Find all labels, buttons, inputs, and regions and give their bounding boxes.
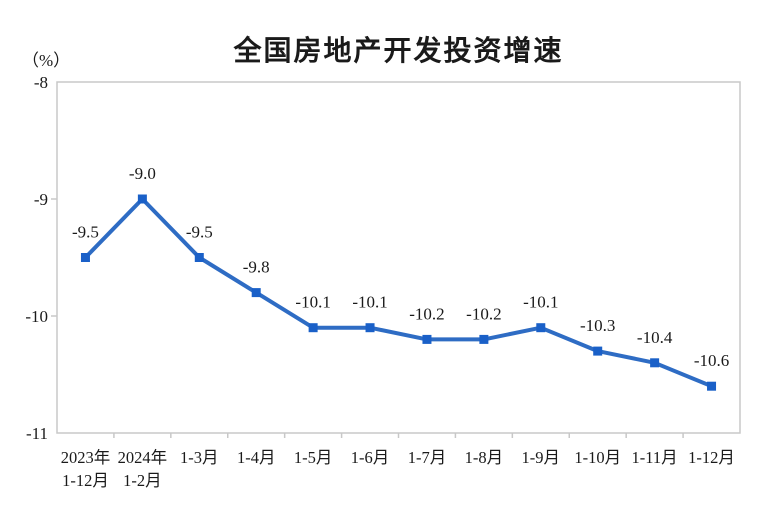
x-axis-label: 2024年 1-2月 xyxy=(118,448,168,490)
x-axis-label: 1-11月 xyxy=(632,448,678,467)
y-axis-label: -9 xyxy=(34,190,48,209)
data-label: -10.1 xyxy=(295,293,330,312)
data-point-marker xyxy=(308,323,318,333)
data-label: -9.0 xyxy=(129,164,156,183)
data-point-marker xyxy=(479,334,489,344)
data-label: -10.6 xyxy=(694,351,729,370)
data-point-marker xyxy=(536,323,546,333)
x-axis-label: 1-9月 xyxy=(522,448,561,467)
data-label: -10.4 xyxy=(637,328,673,347)
x-axis-label: 1-3月 xyxy=(180,448,219,467)
y-axis-label: -8 xyxy=(34,73,48,92)
x-axis-label: 1-8月 xyxy=(465,448,504,467)
data-label: -9.8 xyxy=(243,258,270,277)
data-label: -9.5 xyxy=(72,223,99,242)
data-label: -10.1 xyxy=(523,293,558,312)
data-label: -10.2 xyxy=(409,304,444,323)
data-point-marker xyxy=(137,194,147,204)
trend-line xyxy=(83,197,714,389)
x-axis-label: 1-6月 xyxy=(351,448,390,467)
x-axis-label: 2023年 1-12月 xyxy=(61,448,111,490)
x-axis-label: 1-4月 xyxy=(237,448,276,467)
plot-border xyxy=(56,81,741,434)
data-point-marker xyxy=(707,381,717,391)
x-axis-label: 1-10月 xyxy=(574,448,621,467)
data-label: -10.3 xyxy=(580,316,615,335)
x-axis-label: 1-7月 xyxy=(408,448,447,467)
data-label: -10.1 xyxy=(352,293,387,312)
data-point-marker xyxy=(194,253,204,262)
data-label: -9.5 xyxy=(186,223,213,242)
x-axis-label: 1-5月 xyxy=(294,448,333,467)
x-axis-label: 1-12月 xyxy=(688,448,735,467)
data-point-marker xyxy=(365,323,375,333)
data-point-marker xyxy=(422,334,432,344)
data-label: -10.2 xyxy=(466,304,501,323)
data-point-marker xyxy=(593,346,603,356)
data-point-marker xyxy=(650,358,660,368)
y-axis-label: -10 xyxy=(25,307,48,326)
data-point-marker xyxy=(251,288,261,298)
chart-title: 全国房地产开发投资增速 xyxy=(233,36,564,67)
y-axis-label: -11 xyxy=(26,424,48,443)
data-point-marker xyxy=(80,253,90,262)
y-axis-unit-label: （%） xyxy=(22,51,71,70)
